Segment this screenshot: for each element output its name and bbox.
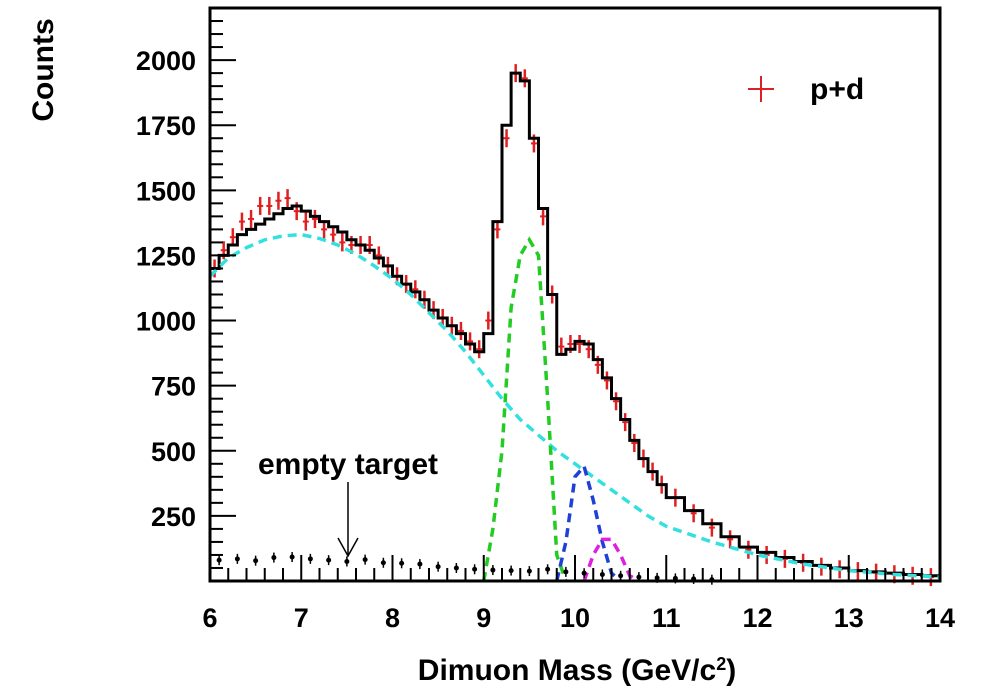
empty-target-point <box>216 555 222 566</box>
data-points-point <box>467 332 474 351</box>
empty-target-point <box>581 568 587 579</box>
empty-target-point <box>563 566 569 577</box>
y-tick-label: 2000 <box>136 46 196 76</box>
data-points-point <box>521 69 528 88</box>
y-tick-label: 1500 <box>136 176 196 206</box>
annotation-label: empty target <box>258 448 438 481</box>
x-tick-label: 8 <box>385 603 400 633</box>
empty-target-point <box>271 552 277 563</box>
empty-target-point <box>508 565 514 576</box>
series-peak-1 <box>482 236 568 582</box>
legend-label: p+d <box>810 73 864 106</box>
data-points-point <box>330 225 337 244</box>
empty-target-point <box>490 565 496 576</box>
data-points-point <box>321 220 328 239</box>
x-tick-label: 11 <box>652 603 681 633</box>
y-axis-title: Counts <box>27 18 60 121</box>
data-points-point <box>257 196 264 215</box>
empty-target-point <box>453 562 459 573</box>
data-points-point <box>622 413 629 432</box>
empty-target-point <box>362 554 368 565</box>
legend: p+d <box>748 73 864 106</box>
empty-target-point <box>618 570 624 581</box>
series-peak-2 <box>555 462 622 583</box>
empty-target-point <box>344 556 350 567</box>
data-points-point <box>631 433 638 452</box>
y-tick-label: 1000 <box>136 307 196 337</box>
data-points-point <box>603 371 610 390</box>
y-tick-label: 750 <box>151 372 196 402</box>
empty-target-point <box>526 566 532 577</box>
data-points-point <box>558 337 565 356</box>
data-points-point <box>248 209 255 228</box>
data-points-point <box>485 311 492 330</box>
x-tick-label: 12 <box>742 603 772 633</box>
x-tick-label: 7 <box>294 603 309 633</box>
data-points-point <box>302 212 309 231</box>
data-points-point <box>708 518 715 537</box>
x-tick-label: 10 <box>560 603 590 633</box>
data-points-point <box>727 530 734 549</box>
data-points-point <box>238 212 245 231</box>
empty-target-point <box>399 558 405 569</box>
series-continuum <box>208 232 941 579</box>
empty-target-point <box>307 553 313 564</box>
x-axis-title: Dimuon Mass (GeV/c2) <box>418 654 736 687</box>
x-tick-label: 13 <box>834 603 864 633</box>
x-tick-label: 9 <box>476 603 491 633</box>
data-points-point <box>540 207 547 226</box>
data-points-point <box>576 334 583 353</box>
empty-target-point <box>545 564 551 575</box>
data-points-point <box>412 280 419 299</box>
data-points-point <box>503 129 510 148</box>
data-points-point <box>476 340 483 359</box>
empty-target-point <box>326 555 332 566</box>
y-tick-label: 1750 <box>136 111 196 141</box>
empty-target-point <box>599 569 605 580</box>
data-points-point <box>229 228 236 247</box>
data-points-point <box>690 504 697 523</box>
empty-target-point <box>435 561 441 572</box>
data-points-point <box>494 220 501 239</box>
data-points-point <box>284 189 291 208</box>
data-points-point <box>613 392 620 411</box>
empty-target-point <box>289 552 295 563</box>
data-points-point <box>311 209 318 228</box>
data-points-point <box>375 246 382 265</box>
empty-target-point <box>472 564 478 575</box>
annotation-arrowhead <box>337 537 359 558</box>
y-tick-label: 500 <box>151 437 196 467</box>
empty-target-point <box>234 553 240 564</box>
data-points-point <box>275 191 282 210</box>
y-tick-label: 250 <box>151 502 196 532</box>
x-tick-label: 14 <box>925 603 955 633</box>
data-points-point <box>339 233 346 252</box>
empty-target-point <box>380 557 386 568</box>
empty-target-point <box>253 555 259 566</box>
series-total-fit <box>210 71 942 578</box>
axes: 6 7 8 9 10 11 12 13 14 250 500 750 1000 1250 1500 1750 2… <box>136 20 955 633</box>
data-points-point <box>266 196 273 215</box>
annotation: empty target <box>258 448 438 558</box>
plot-area <box>208 64 942 587</box>
data-points-point <box>745 540 752 559</box>
y-tick-label: 1250 <box>136 241 196 271</box>
empty-target-point <box>417 559 423 570</box>
x-tick-label: 6 <box>202 603 217 633</box>
data-points-point <box>457 321 464 340</box>
